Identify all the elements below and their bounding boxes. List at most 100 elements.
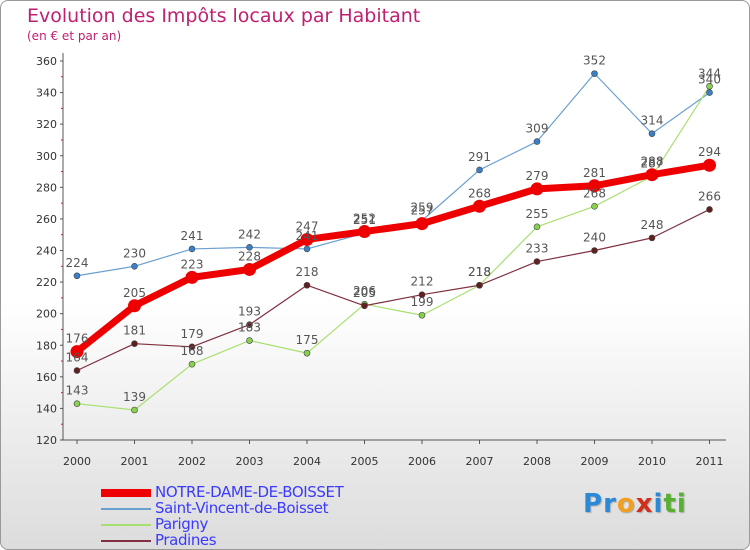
x-tick-label: 2009: [581, 455, 609, 468]
y-tick-label: 120: [36, 434, 57, 447]
data-point: [303, 245, 311, 253]
data-label: 223: [181, 257, 204, 271]
y-tick-label: 200: [36, 308, 57, 321]
series-line: [73, 161, 713, 356]
data-point: [415, 217, 429, 231]
data-point: [706, 89, 713, 96]
y-tick-label: 160: [36, 371, 57, 384]
data-point: [588, 179, 601, 193]
y-tick-label: 360: [36, 55, 57, 68]
data-label: 288: [641, 155, 664, 169]
x-tick-label: 2001: [121, 455, 149, 468]
data-label: 175: [296, 333, 319, 347]
x-tick-label: 2007: [466, 455, 494, 468]
data-point: [418, 311, 426, 319]
data-label: 224: [66, 256, 89, 270]
data-label: 242: [238, 227, 261, 241]
data-label: 247: [296, 219, 319, 233]
legend-swatch: [101, 540, 151, 542]
legend-swatch: [101, 524, 151, 526]
data-label: 183: [238, 321, 261, 335]
legend-swatch: [101, 489, 151, 497]
data-point: [188, 245, 196, 253]
y-tick-label: 300: [36, 150, 57, 163]
data-point: [131, 406, 138, 414]
data-label: 181: [123, 324, 146, 338]
data-point: [591, 70, 598, 77]
data-label: 266: [698, 189, 721, 203]
data-point: [243, 262, 256, 276]
logo-letter: x: [635, 489, 654, 519]
legend-label: Saint-Vincent-de-Boisset: [155, 499, 329, 517]
data-label: 340: [698, 73, 721, 87]
data-point: [473, 199, 486, 213]
x-tick-label: 2004: [293, 455, 321, 468]
legend-label: Pradines: [155, 531, 217, 549]
data-point: [300, 232, 314, 246]
data-point: [246, 244, 253, 251]
proxiti-logo: Proxiti: [583, 489, 687, 519]
data-label: 248: [641, 218, 664, 232]
data-label: 287: [641, 156, 664, 170]
logo-letter: i: [653, 489, 664, 519]
data-point: [246, 337, 253, 344]
data-point: [73, 400, 81, 407]
chart-title: Evolution des Impôts locaux par Habitant: [27, 5, 421, 27]
data-label: 255: [526, 207, 549, 221]
data-point: [73, 272, 81, 280]
data-point: [533, 138, 541, 145]
data-label: 259: [411, 200, 434, 214]
x-tick-label: 2008: [523, 455, 551, 468]
data-point: [645, 168, 659, 182]
data-point: [476, 166, 483, 174]
x-tick-label: 2011: [696, 455, 724, 468]
legend-label: Parigny: [155, 515, 209, 533]
legend-swatch: [101, 508, 151, 510]
series-line: [76, 73, 711, 277]
data-label: 309: [526, 122, 549, 136]
x-tick-label: 2002: [178, 455, 206, 468]
data-label: 168: [181, 344, 204, 358]
data-label: 218: [468, 265, 491, 279]
data-point: [131, 340, 138, 347]
logo-letter: o: [616, 489, 636, 519]
data-label: 205: [123, 286, 146, 300]
data-label: 228: [238, 249, 261, 263]
y-tick-label: 260: [36, 213, 57, 226]
data-point: [533, 223, 541, 231]
logo-letter: i: [676, 489, 687, 519]
y-tick-label: 280: [36, 181, 57, 194]
data-point: [703, 158, 716, 172]
data-label: 291: [468, 150, 491, 164]
data-point: [246, 321, 253, 329]
data-label: 206: [353, 284, 376, 298]
data-point: [706, 206, 713, 213]
chart-subtitle: (en € et par an): [27, 29, 122, 43]
data-point: [358, 225, 371, 239]
data-point: [128, 299, 141, 313]
data-label: 139: [123, 390, 146, 404]
data-point: [418, 291, 426, 299]
data-point: [530, 182, 544, 196]
data-point: [73, 367, 81, 374]
y-tick-label: 240: [36, 245, 57, 258]
x-tick-label: 2000: [63, 455, 91, 468]
y-tick-label: 140: [36, 402, 57, 415]
data-point: [131, 262, 138, 270]
data-label: 344: [698, 66, 721, 80]
y-tick-label: 320: [36, 118, 57, 131]
data-point: [706, 82, 713, 90]
x-tick-label: 2003: [236, 455, 264, 468]
x-tick-label: 2010: [638, 455, 666, 468]
data-label: 233: [526, 242, 549, 256]
logo-letter: r: [603, 489, 617, 519]
data-label: 241: [181, 229, 204, 243]
data-point: [533, 258, 541, 265]
data-label: 143: [66, 384, 89, 398]
data-label: 199: [411, 295, 434, 309]
y-tick-label: 340: [36, 87, 57, 100]
data-point: [188, 360, 196, 368]
data-label: 268: [583, 186, 606, 200]
data-point: [70, 345, 84, 359]
data-label: 218: [296, 265, 319, 279]
